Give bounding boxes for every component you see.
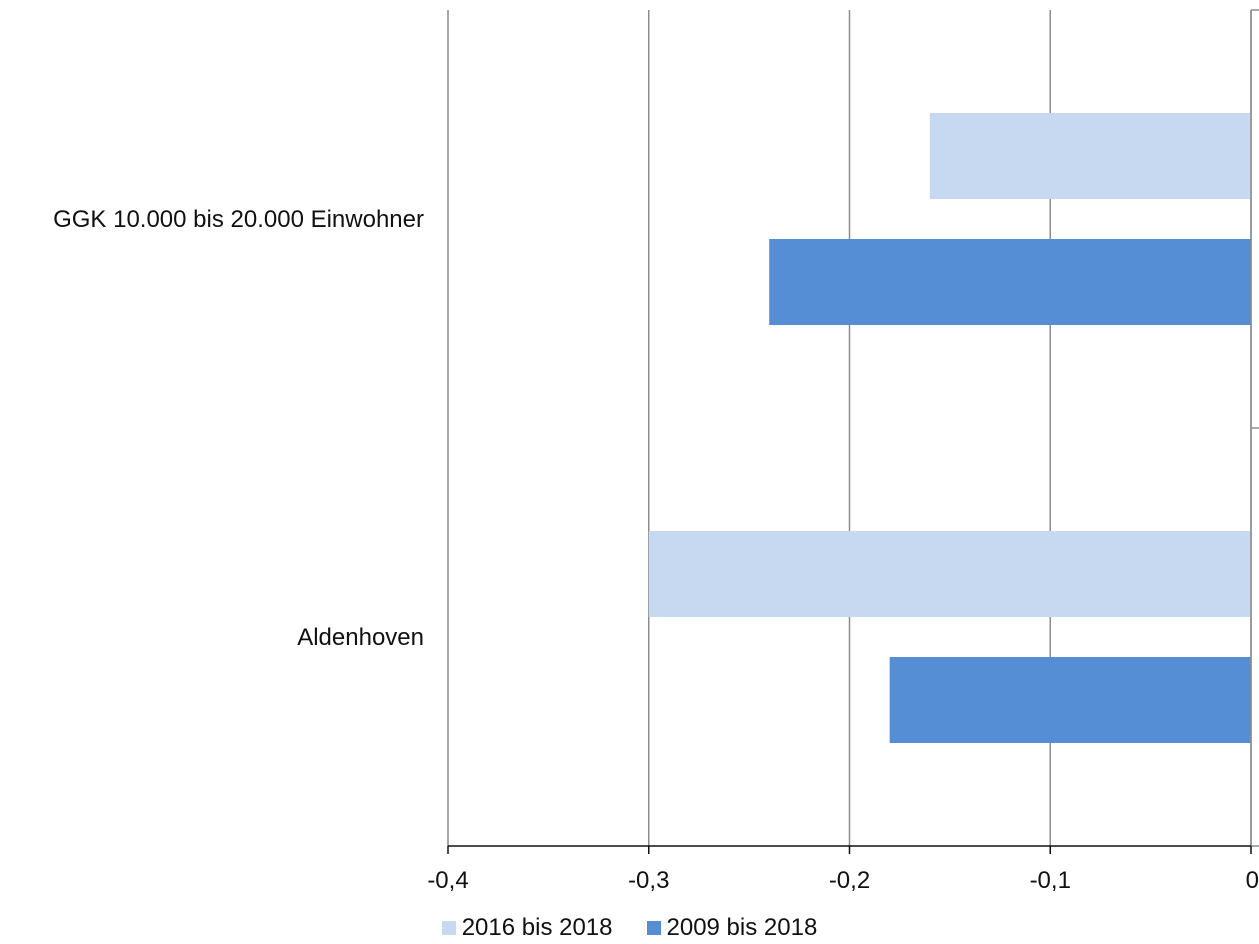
- category-label-2: Aldenhoven: [297, 624, 424, 651]
- category-labels: GGK 10.000 bis 20.000 Einwohner Aldenhove…: [53, 206, 424, 651]
- bars: [648, 113, 1251, 743]
- bar-1-series-1: [929, 113, 1251, 199]
- legend-swatch-series-1: [441, 921, 456, 935]
- x-tick-label-1: -0,3: [628, 867, 669, 894]
- legend-label-series-1: 2016 bis 2018: [461, 914, 613, 941]
- category-label-1: GGK 10.000 bis 20.000 Einwohner: [53, 206, 424, 233]
- bar-1-series-2: [769, 239, 1251, 325]
- x-tick-label-4: 0: [1246, 867, 1259, 894]
- legend-label-series-2: 2009 bis 2018: [666, 914, 818, 941]
- axes: [447, 9, 1259, 854]
- legend: 2016 bis 2018 2009 bis 2018: [0, 912, 1259, 944]
- tick-labels: -0,4 -0,3 -0,2 -0,1 0: [427, 867, 1259, 894]
- bar-2-series-1: [648, 531, 1251, 617]
- x-tick-label-2: -0,2: [829, 867, 870, 894]
- legend-item-series-1: 2016 bis 2018: [441, 914, 613, 942]
- bar-chart: GGK 10.000 bis 20.000 Einwohner Aldenhove…: [53, 9, 1259, 894]
- legend-swatch-series-2: [646, 921, 661, 935]
- legend-item-series-2: 2009 bis 2018: [646, 914, 818, 942]
- bar-2-series-2: [889, 657, 1251, 743]
- x-tick-label-3: -0,1: [1030, 867, 1071, 894]
- x-tick-label-0: -0,4: [427, 867, 468, 894]
